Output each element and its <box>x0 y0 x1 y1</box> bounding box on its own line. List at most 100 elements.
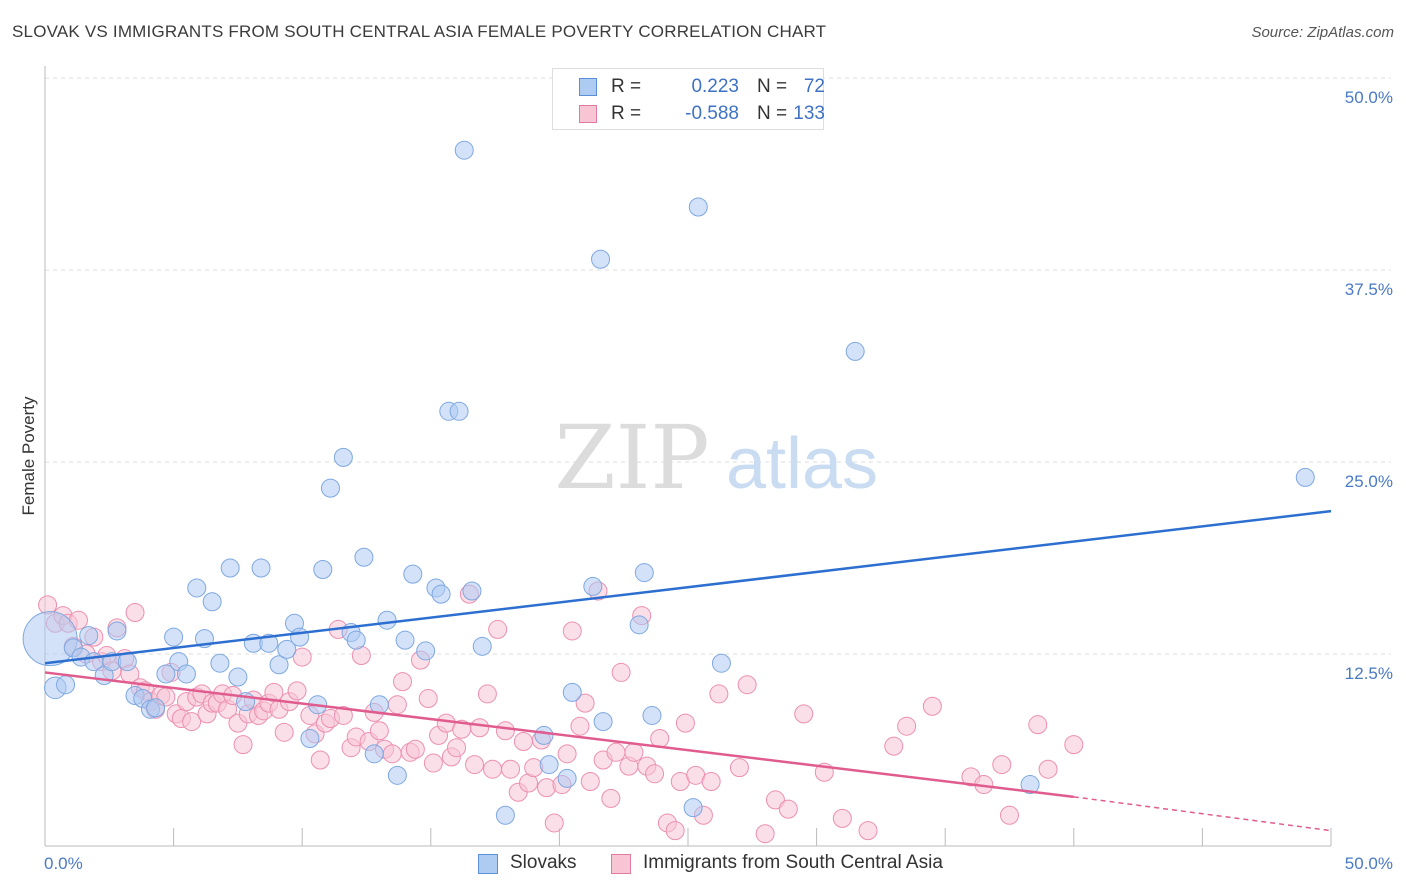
data-point-slovaks <box>431 584 451 604</box>
data-point-slovaks <box>228 667 248 687</box>
data-point-immigrants <box>537 778 557 798</box>
data-point-slovaks <box>387 765 407 785</box>
data-point-immigrants <box>922 696 942 716</box>
data-point-immigrants <box>447 738 467 758</box>
data-point-immigrants <box>333 705 353 725</box>
data-point-immigrants <box>575 693 595 713</box>
data-point-immigrants <box>274 722 294 742</box>
zipatlas-watermark: ZIP atlas <box>554 406 878 509</box>
watermark-zip: ZIP <box>554 406 709 509</box>
data-point-slovaks <box>629 615 649 635</box>
data-point-slovaks <box>320 478 340 498</box>
data-point-slovaks <box>454 140 474 160</box>
data-point-immigrants <box>1038 759 1058 779</box>
data-point-immigrants <box>1028 715 1048 735</box>
trendline-immigrants <box>44 671 1074 799</box>
legend-swatch-immigrants <box>611 854 631 874</box>
data-point-slovaks <box>146 698 166 718</box>
data-point-slovaks <box>683 798 703 818</box>
data-point-immigrants <box>737 675 757 695</box>
data-point-slovaks <box>1020 775 1040 795</box>
data-point-slovaks <box>634 563 654 583</box>
data-point-immigrants <box>1000 805 1019 825</box>
data-point-immigrants <box>382 744 402 764</box>
x-tick-label: 50.0% <box>1345 854 1393 873</box>
data-point-immigrants <box>606 742 626 762</box>
data-point-slovaks <box>377 610 397 630</box>
data-point-immigrants <box>611 662 631 682</box>
legend-label-immigrants: Immigrants from South Central Asia <box>643 852 943 873</box>
data-point-immigrants <box>701 771 721 791</box>
data-point-immigrants <box>778 799 798 819</box>
data-point-slovaks <box>642 705 662 725</box>
data-point-slovaks <box>56 675 76 695</box>
data-point-immigrants <box>501 759 521 779</box>
data-point-slovaks <box>210 653 230 673</box>
data-point-slovaks <box>495 805 515 825</box>
data-point-immigrants <box>755 824 775 844</box>
data-point-immigrants <box>483 759 503 779</box>
data-point-immigrants <box>765 790 785 810</box>
data-point-immigrants <box>557 744 577 764</box>
data-point-immigrants <box>858 821 878 841</box>
y-tick-label: 25.0% <box>1345 472 1393 491</box>
y-axis-label: Female Poverty <box>19 396 38 516</box>
data-point-immigrants <box>477 684 497 704</box>
n-label: N = <box>757 103 788 124</box>
data-point-slovaks <box>251 558 271 578</box>
x-tick-label: 0.0% <box>44 854 83 873</box>
data-point-immigrants <box>624 742 644 762</box>
r-label: R = <box>611 76 642 97</box>
data-point-slovaks <box>269 655 289 675</box>
trendline-immigrants-extension <box>1073 796 1332 832</box>
data-point-immigrants <box>544 813 564 833</box>
data-point-slovaks <box>364 744 384 764</box>
data-point-slovaks <box>300 728 320 748</box>
data-point-slovaks <box>220 558 240 578</box>
data-point-slovaks <box>290 627 310 647</box>
series-legend: Slovaks Immigrants from South Central As… <box>0 852 1406 878</box>
data-point-slovaks <box>176 664 196 684</box>
watermark-atlas: atlas <box>726 424 878 504</box>
data-point-slovaks <box>449 401 469 421</box>
data-point-immigrants <box>405 739 425 759</box>
n-value: 72 <box>803 76 825 97</box>
data-point-immigrants <box>601 788 621 808</box>
data-point-slovaks <box>593 712 613 732</box>
data-point-slovaks <box>202 592 222 612</box>
correlation-legend: R = 0.223 N = 72 R = -0.588 N = 133 <box>552 68 825 130</box>
data-point-immigrants <box>884 736 904 756</box>
data-point-immigrants <box>580 771 600 791</box>
data-point-slovaks <box>534 725 554 745</box>
data-point-slovaks <box>22 611 78 667</box>
trendline-slovaks <box>44 509 1332 665</box>
data-point-slovaks <box>539 755 559 775</box>
data-point-slovaks <box>346 630 366 650</box>
data-point-immigrants <box>418 689 438 709</box>
data-point-immigrants <box>233 735 253 755</box>
chart-title: SLOVAK VS IMMIGRANTS FROM SOUTH CENTRAL … <box>12 22 827 41</box>
data-point-immigrants <box>423 753 443 773</box>
data-point-immigrants <box>570 716 590 736</box>
data-point-immigrants <box>897 716 917 736</box>
data-point-immigrants <box>292 647 312 667</box>
data-point-immigrants <box>495 721 515 741</box>
data-point-immigrants <box>125 603 145 623</box>
data-point-immigrants <box>369 721 389 741</box>
data-point-immigrants <box>470 718 490 738</box>
data-point-slovaks <box>395 630 415 650</box>
legend-label-slovaks: Slovaks <box>510 852 577 873</box>
data-point-immigrants <box>1064 735 1084 755</box>
data-point-slovaks <box>156 664 176 684</box>
n-value: 133 <box>793 103 825 124</box>
r-value: -0.588 <box>685 103 739 124</box>
r-label: R = <box>611 103 642 124</box>
data-point-immigrants <box>182 712 202 732</box>
data-point-immigrants <box>387 695 407 715</box>
data-point-immigrants <box>287 681 307 701</box>
data-point-immigrants <box>645 764 665 784</box>
data-point-slovaks <box>107 621 127 641</box>
r-value: 0.223 <box>691 76 739 97</box>
data-point-slovaks <box>472 636 492 656</box>
